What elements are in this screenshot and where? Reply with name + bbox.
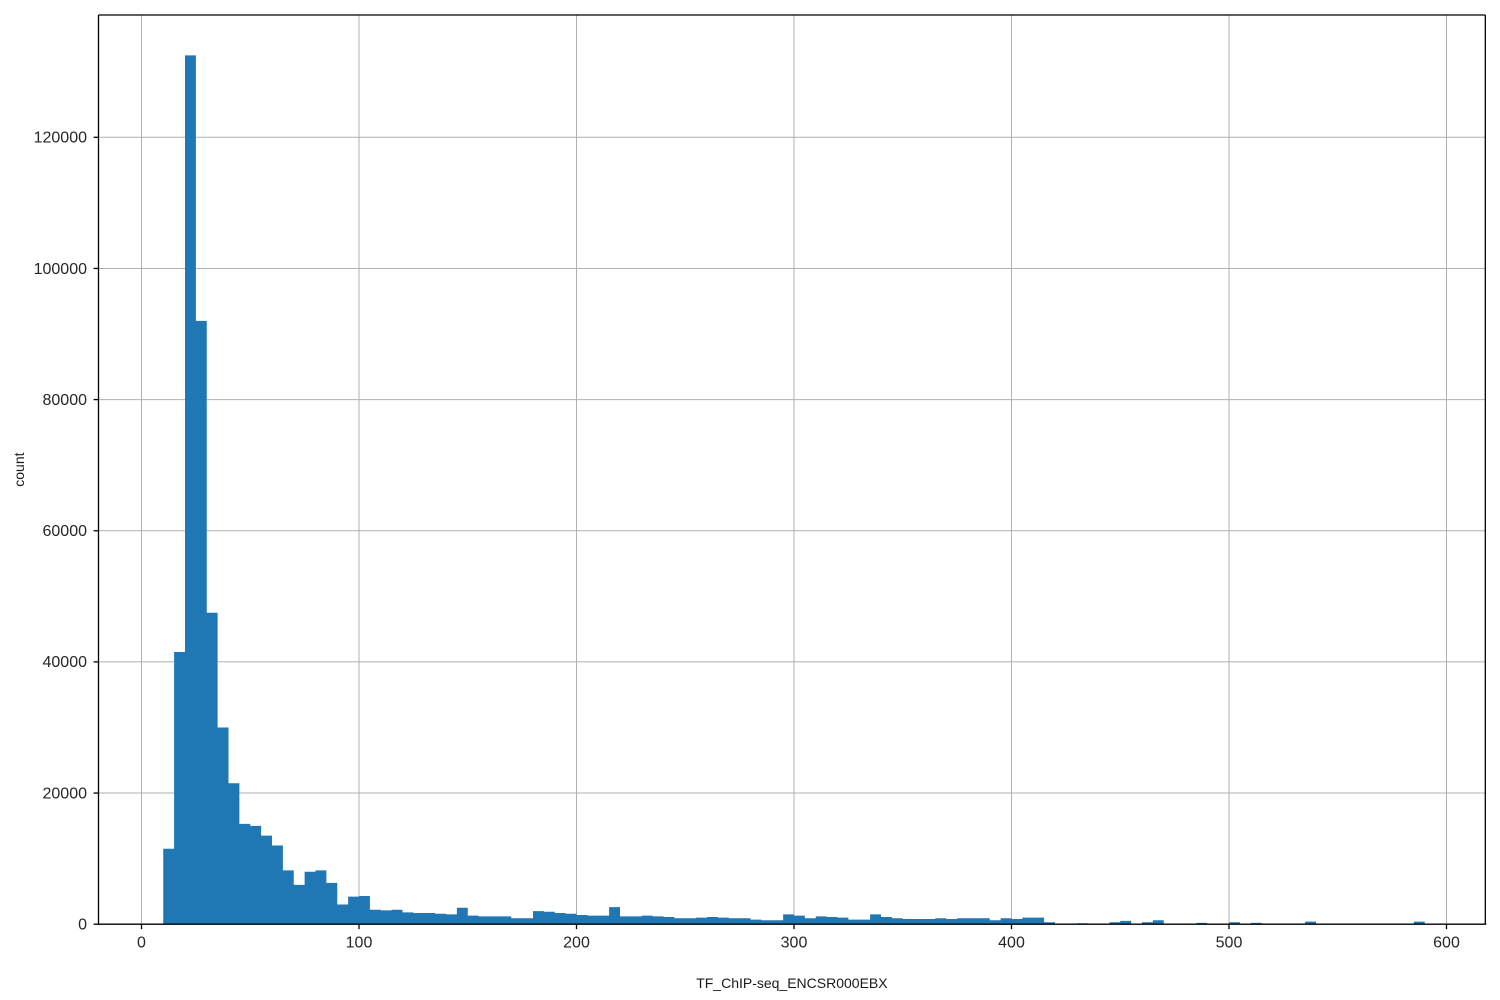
svg-text:200: 200	[563, 935, 590, 952]
svg-text:100000: 100000	[34, 261, 87, 278]
svg-text:TF_ChIP-seq_ENCSR000EBX: TF_ChIP-seq_ENCSR000EBX	[696, 975, 888, 991]
svg-text:120000: 120000	[34, 130, 87, 147]
svg-text:300: 300	[781, 935, 808, 952]
svg-text:500: 500	[1216, 935, 1243, 952]
svg-text:80000: 80000	[43, 392, 88, 409]
svg-text:0: 0	[78, 917, 87, 934]
svg-text:20000: 20000	[43, 785, 88, 802]
svg-text:400: 400	[998, 935, 1025, 952]
svg-text:60000: 60000	[43, 523, 88, 540]
svg-text:600: 600	[1433, 935, 1460, 952]
svg-text:count: count	[11, 452, 27, 486]
svg-text:0: 0	[137, 935, 146, 952]
svg-text:40000: 40000	[43, 654, 88, 671]
svg-text:100: 100	[346, 935, 373, 952]
